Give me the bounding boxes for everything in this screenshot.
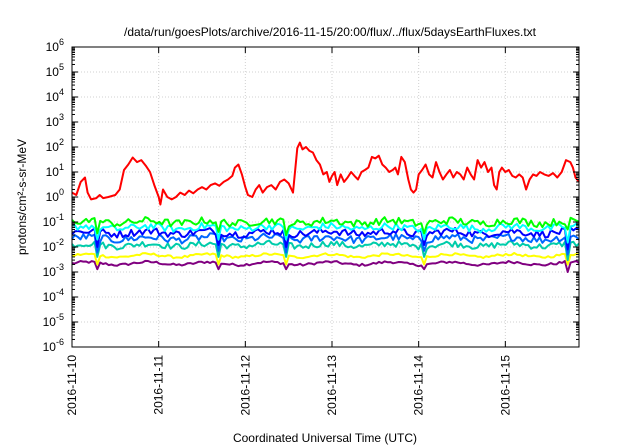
y-tick-label: 10-2 bbox=[43, 237, 64, 254]
x-tick-label: 2016-11-14 bbox=[412, 355, 426, 416]
series-line bbox=[71, 216, 580, 237]
y-tick-label: 102 bbox=[46, 137, 64, 154]
series-line bbox=[71, 232, 580, 256]
y-tick-exponent: 0 bbox=[59, 187, 64, 197]
series-line bbox=[71, 141, 580, 206]
y-tick-exponent: 3 bbox=[59, 112, 64, 122]
y-tick-exponent: -1 bbox=[56, 212, 64, 222]
y-tick-label: 10-3 bbox=[43, 262, 64, 279]
y-tick-label: 100 bbox=[46, 187, 64, 204]
series-line bbox=[71, 226, 580, 251]
series-lines bbox=[71, 141, 580, 273]
y-tick-label: 103 bbox=[46, 112, 64, 129]
y-tick-exponent: 1 bbox=[59, 162, 64, 172]
y-tick-exponent: -4 bbox=[56, 287, 64, 297]
x-tick-label: 2016-11-11 bbox=[152, 355, 166, 415]
series-line bbox=[71, 239, 580, 262]
plot-frame bbox=[71, 46, 580, 348]
y-tick-label: 101 bbox=[46, 162, 64, 179]
y-tick-exponent: 5 bbox=[59, 62, 64, 72]
y-tick-exponent: -3 bbox=[56, 262, 64, 272]
y-tick-label: 104 bbox=[46, 87, 64, 104]
y-tick-label: 10-5 bbox=[43, 312, 64, 329]
series-line bbox=[71, 259, 580, 273]
y-tick-exponent: -5 bbox=[56, 312, 64, 322]
y-tick-exponent: -6 bbox=[56, 337, 64, 347]
y-tick-label: 10-6 bbox=[43, 337, 64, 354]
y-tick-exponent: -2 bbox=[56, 237, 64, 247]
y-tick-label: 106 bbox=[46, 37, 64, 54]
chart-title: /data/run/goesPlots/archive/2016-11-15/2… bbox=[124, 25, 537, 39]
y-tick-exponent: 6 bbox=[59, 37, 64, 47]
series-line bbox=[71, 252, 580, 266]
x-tick-label: 2016-11-15 bbox=[498, 355, 512, 416]
x-tick-label: 2016-11-13 bbox=[325, 355, 339, 416]
x-tick-label: 2016-11-10 bbox=[65, 355, 79, 416]
y-tick-label: 105 bbox=[46, 62, 64, 79]
x-axis-label: Coordinated Universal Time (UTC) bbox=[233, 431, 417, 445]
y-axis-ticks: 10-610-510-410-310-210-11001011021031041… bbox=[43, 37, 579, 354]
y-axis-label: protons/cm²-s-sr-MeV bbox=[15, 139, 29, 255]
y-tick-label: 10-4 bbox=[43, 287, 64, 304]
y-tick-exponent: 2 bbox=[59, 137, 64, 147]
y-tick-label: 10-1 bbox=[43, 212, 64, 229]
x-axis-ticks: 2016-11-10 2016-11-11 2016-11-12 2016-11-13… bbox=[65, 47, 512, 416]
grid-lines bbox=[72, 47, 579, 347]
x-tick-label: 2016-11-12 bbox=[238, 355, 252, 416]
y-tick-exponent: 4 bbox=[59, 87, 64, 97]
